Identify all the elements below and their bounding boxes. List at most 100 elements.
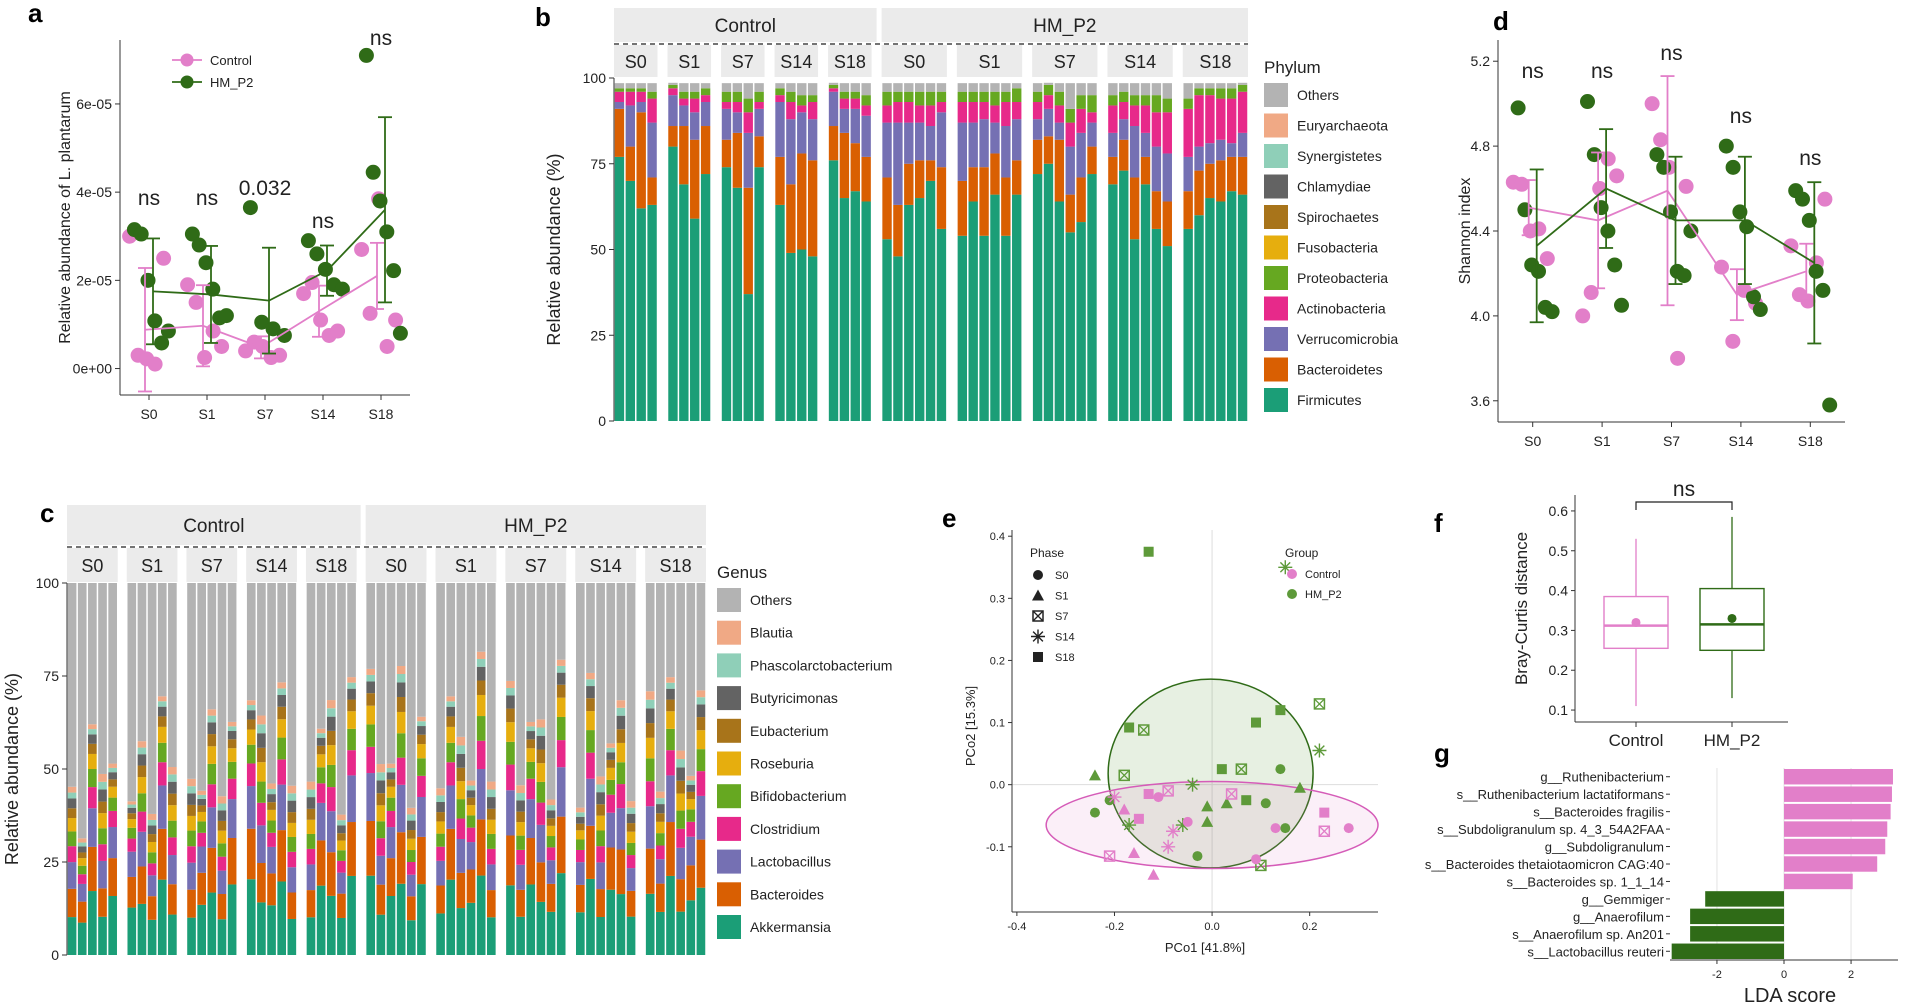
bar-segment-Actinobacteria xyxy=(700,95,711,103)
bar-segment-Lactobacillus xyxy=(576,862,585,885)
legend-swatch-Firmicutes xyxy=(1264,388,1288,412)
marker-cross xyxy=(1226,788,1238,800)
data-point-Control xyxy=(296,286,312,302)
facet-label: S7 xyxy=(1054,52,1076,72)
legend-label-Butyricimonas: Butyricimonas xyxy=(750,690,838,706)
bar-segment-Butyricimonas xyxy=(406,820,416,831)
bar-segment-Blautia xyxy=(386,763,396,768)
bar-segment-Lactobacillus xyxy=(417,796,426,837)
facet-strip xyxy=(667,45,712,77)
bar-segment-Others xyxy=(376,583,386,765)
bar-segment-Blautia xyxy=(257,715,266,725)
bar-segment-Phascolarctobacterium xyxy=(576,812,585,817)
bar-segment-Others xyxy=(127,583,137,802)
bar-segment-Proteobacteria xyxy=(839,91,850,99)
bar-segment-Akkermansia xyxy=(366,875,376,955)
bar-segment-Firmicutes xyxy=(614,156,625,421)
bar-segment-Others xyxy=(576,583,585,808)
data-point-Control-S14 xyxy=(1166,824,1181,839)
bar-segment-Verrucomicrobia xyxy=(679,105,689,127)
bar-segment-Clostridium xyxy=(596,846,605,863)
facet-label: S0 xyxy=(903,52,925,72)
bar-segment-Bacteroidetes xyxy=(797,153,807,250)
bar-segment-Blautia xyxy=(306,781,316,790)
bar-segment-Bacteroidetes xyxy=(1194,170,1204,216)
y-tick-label: 100 xyxy=(36,575,60,591)
significance-label: ns xyxy=(1591,60,1613,83)
bar-segment-Akkermansia xyxy=(536,901,546,955)
bar-segment-Blautia xyxy=(606,743,616,748)
facet-label: S14 xyxy=(1124,52,1156,72)
legend-phase-label-S14: S14 xyxy=(1055,632,1075,644)
data-point-Control-S0 xyxy=(1251,854,1261,865)
bar-segment-Bifidobacterium xyxy=(347,728,356,751)
y-tick-label: 0.3 xyxy=(990,593,1005,605)
significance-label: ns xyxy=(1522,60,1544,83)
bar-segment-Bacteroidetes xyxy=(1043,136,1054,164)
bar-segment-Eubacterium xyxy=(396,696,406,712)
lda-label: s__Ruthenibacterium lactatiformans xyxy=(1457,787,1665,802)
data-point-Control-S18 xyxy=(1133,813,1144,824)
bar-segment-Blautia xyxy=(526,721,536,727)
bar-segment-Akkermansia xyxy=(227,884,237,955)
bar-segment-Others xyxy=(347,583,356,678)
bar-segment-Akkermansia xyxy=(586,878,595,955)
bar-segment-Firmicutes xyxy=(1205,198,1215,421)
bar-segment-Verrucomicrobia xyxy=(743,132,753,188)
legend-swatch-Verrucomicrobia xyxy=(1264,327,1288,351)
bar-segment-Verrucomicrobia xyxy=(914,122,925,161)
bar-segment-Eubacterium xyxy=(586,698,595,712)
bar-segment-Verrucomicrobia xyxy=(936,112,947,168)
bar-segment-Eubacterium xyxy=(147,834,157,842)
bar-segment-Butyricimonas xyxy=(526,731,536,740)
facet-label: S18 xyxy=(1199,52,1231,72)
y-tick-label: 4.4 xyxy=(1471,223,1491,239)
bar-segment-Others xyxy=(1043,82,1054,85)
bar-segment-Others xyxy=(606,583,616,744)
legend-group-title: Group xyxy=(1285,546,1319,560)
bar-segment-Roseburia xyxy=(406,838,416,851)
bar-segment-Actinobacteria xyxy=(828,88,839,92)
bar-segment-Blautia xyxy=(596,776,605,785)
bar-segment-Lactobacillus xyxy=(187,862,196,890)
bar-segment-Bacteroidetes xyxy=(754,136,764,168)
bar-segment-Verrucomicrobia xyxy=(925,126,936,161)
bar-segment-Clostridium xyxy=(376,838,386,856)
bar-segment-Verrucomicrobia xyxy=(850,108,860,144)
facet-strip xyxy=(1182,45,1248,77)
data-point-HM_P2 xyxy=(1517,202,1533,218)
bar-segment-Bacteroides xyxy=(466,869,476,903)
bar-segment-Roseburia xyxy=(666,711,675,729)
bar-segment-Blautia xyxy=(347,677,356,683)
bar-segment-Butyricimonas xyxy=(337,825,346,834)
bar-segment-Lactobacillus xyxy=(168,855,177,885)
bar-segment-Bacteroidetes xyxy=(861,156,871,202)
bar-segment-Roseburia xyxy=(376,805,386,822)
bar-segment-Lactobacillus xyxy=(436,860,445,886)
data-point-HM_P2 xyxy=(191,237,207,253)
bar-segment-Bacteroidetes xyxy=(957,180,968,236)
bar-segment-Bacteroides xyxy=(137,866,147,904)
bar-segment-Clostridium xyxy=(466,827,476,843)
bar-segment-Blautia xyxy=(246,700,256,706)
bar-segment-Bacteroidetes xyxy=(936,167,947,229)
bar-segment-Bacteroidetes xyxy=(1226,156,1237,192)
bar-segment-Eubacterium xyxy=(207,734,217,747)
legend-phase-marker-S7 xyxy=(1032,610,1044,622)
facet-label: S18 xyxy=(834,52,866,72)
x-tick-label: S1 xyxy=(1594,433,1611,449)
bar-segment-Roseburia xyxy=(316,754,326,768)
legend-label-Bacteroidetes: Bacteroidetes xyxy=(1297,362,1383,378)
bar-segment-Lactobacillus xyxy=(476,769,486,820)
bar-segment-Eubacterium xyxy=(376,793,386,806)
bar-segment-Proteobacteria xyxy=(1054,91,1065,106)
bar-segment-Verrucomicrobia xyxy=(1216,139,1226,161)
facet-strip xyxy=(881,45,947,77)
data-point-HM_P2-S18 xyxy=(1275,705,1286,716)
bar-segment-Bacteroidetes xyxy=(1065,194,1075,233)
bar-segment-Verrucomicrobia xyxy=(690,112,700,140)
bar-segment-Roseburia xyxy=(98,813,107,829)
data-point-Control-S1 xyxy=(1128,846,1140,858)
bar-segment-Bacteroidetes xyxy=(839,132,850,199)
data-point-Control xyxy=(147,356,163,372)
